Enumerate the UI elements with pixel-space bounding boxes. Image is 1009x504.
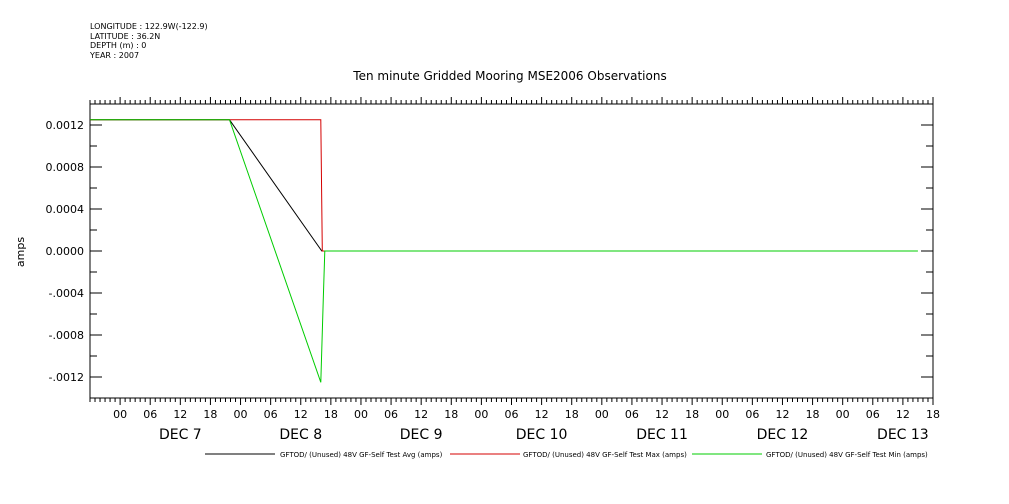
- series-line-1: [90, 119, 371, 252]
- y-axis-label: amps: [14, 237, 27, 267]
- day-label: DEC 13: [877, 427, 929, 443]
- x-tick-label: 00: [354, 408, 368, 421]
- y-tick-label: -.0008: [49, 329, 84, 342]
- axis-ticks: [89, 97, 934, 405]
- day-label: DEC 8: [279, 427, 322, 443]
- x-tick-label: 00: [113, 408, 127, 421]
- x-tick-label: 12: [655, 408, 669, 421]
- series-lines: [90, 119, 918, 383]
- y-axis-labels: 0.0012 0.0008 0.0004 0.0000 -.0004 -.0008 -.00…: [46, 119, 85, 384]
- x-tick-label: 12: [535, 408, 549, 421]
- y-tick-label: 0.0012: [46, 119, 85, 132]
- day-label: DEC 12: [757, 427, 809, 443]
- x-tick-label: 12: [896, 408, 910, 421]
- legend-label-1: GFTOD/ (Unused) 48V GF-Self Test Avg (am…: [280, 451, 443, 459]
- depth-label: DEPTH (m) : 0: [90, 41, 147, 50]
- x-tick-label: 18: [565, 408, 579, 421]
- x-tick-label: 12: [294, 408, 308, 421]
- series-line-3: [90, 119, 918, 383]
- x-tick-label: 18: [806, 408, 820, 421]
- x-tick-label: 18: [324, 408, 338, 421]
- x-tick-label: 00: [234, 408, 248, 421]
- station-metadata: LONGITUDE : 122.9W(-122.9) LATITUDE : 36…: [90, 22, 208, 60]
- longitude-label: LONGITUDE : 122.9W(-122.9): [90, 22, 208, 31]
- x-tick-label: 00: [595, 408, 609, 421]
- series-line-2: [90, 119, 371, 252]
- chart-title: Ten minute Gridded Mooring MSE2006 Obser…: [352, 69, 666, 83]
- day-label: DEC 11: [636, 427, 688, 443]
- legend: GFTOD/ (Unused) 48V GF-Self Test Avg (am…: [205, 451, 928, 459]
- x-tick-label: 06: [745, 408, 759, 421]
- x-tick-label: 00: [836, 408, 850, 421]
- x-tick-label: 06: [264, 408, 278, 421]
- x-tick-label: 06: [625, 408, 639, 421]
- y-tick-label: 0.0004: [46, 203, 85, 216]
- x-tick-label: 18: [444, 408, 458, 421]
- x-tick-label: 06: [505, 408, 519, 421]
- y-tick-label: -.0012: [49, 371, 84, 384]
- legend-label-3: GFTOD/ (Unused) 48V GF-Self Test Min (am…: [766, 451, 928, 459]
- x-tick-label: 06: [143, 408, 157, 421]
- x-tick-label: 12: [775, 408, 789, 421]
- x-tick-label: 18: [926, 408, 940, 421]
- x-tick-label: 18: [685, 408, 699, 421]
- x-tick-label: 12: [414, 408, 428, 421]
- day-label: DEC 7: [159, 427, 202, 443]
- x-tick-label: 12: [173, 408, 187, 421]
- y-tick-label: -.0004: [49, 287, 84, 300]
- day-label: DEC 9: [400, 427, 443, 443]
- x-tick-label: 18: [203, 408, 217, 421]
- y-tick-label: 0.0008: [46, 161, 85, 174]
- x-tick-label: 00: [715, 408, 729, 421]
- y-tick-label: 0.0000: [46, 245, 85, 258]
- x-tick-label: 00: [474, 408, 488, 421]
- legend-label-2: GFTOD/ (Unused) 48V GF-Self Test Max (am…: [523, 451, 687, 459]
- x-tick-label: 06: [384, 408, 398, 421]
- day-label: DEC 10: [516, 427, 568, 443]
- year-label: YEAR : 2007: [90, 50, 140, 60]
- x-tick-label: 06: [866, 408, 880, 421]
- x-axis-labels: 00 06 12 18 00 06 12 18 00 06 12 18 00 06 12 18 00 06 12 18…: [113, 408, 940, 443]
- latitude-label: LATITUDE : 36.2N: [90, 31, 161, 41]
